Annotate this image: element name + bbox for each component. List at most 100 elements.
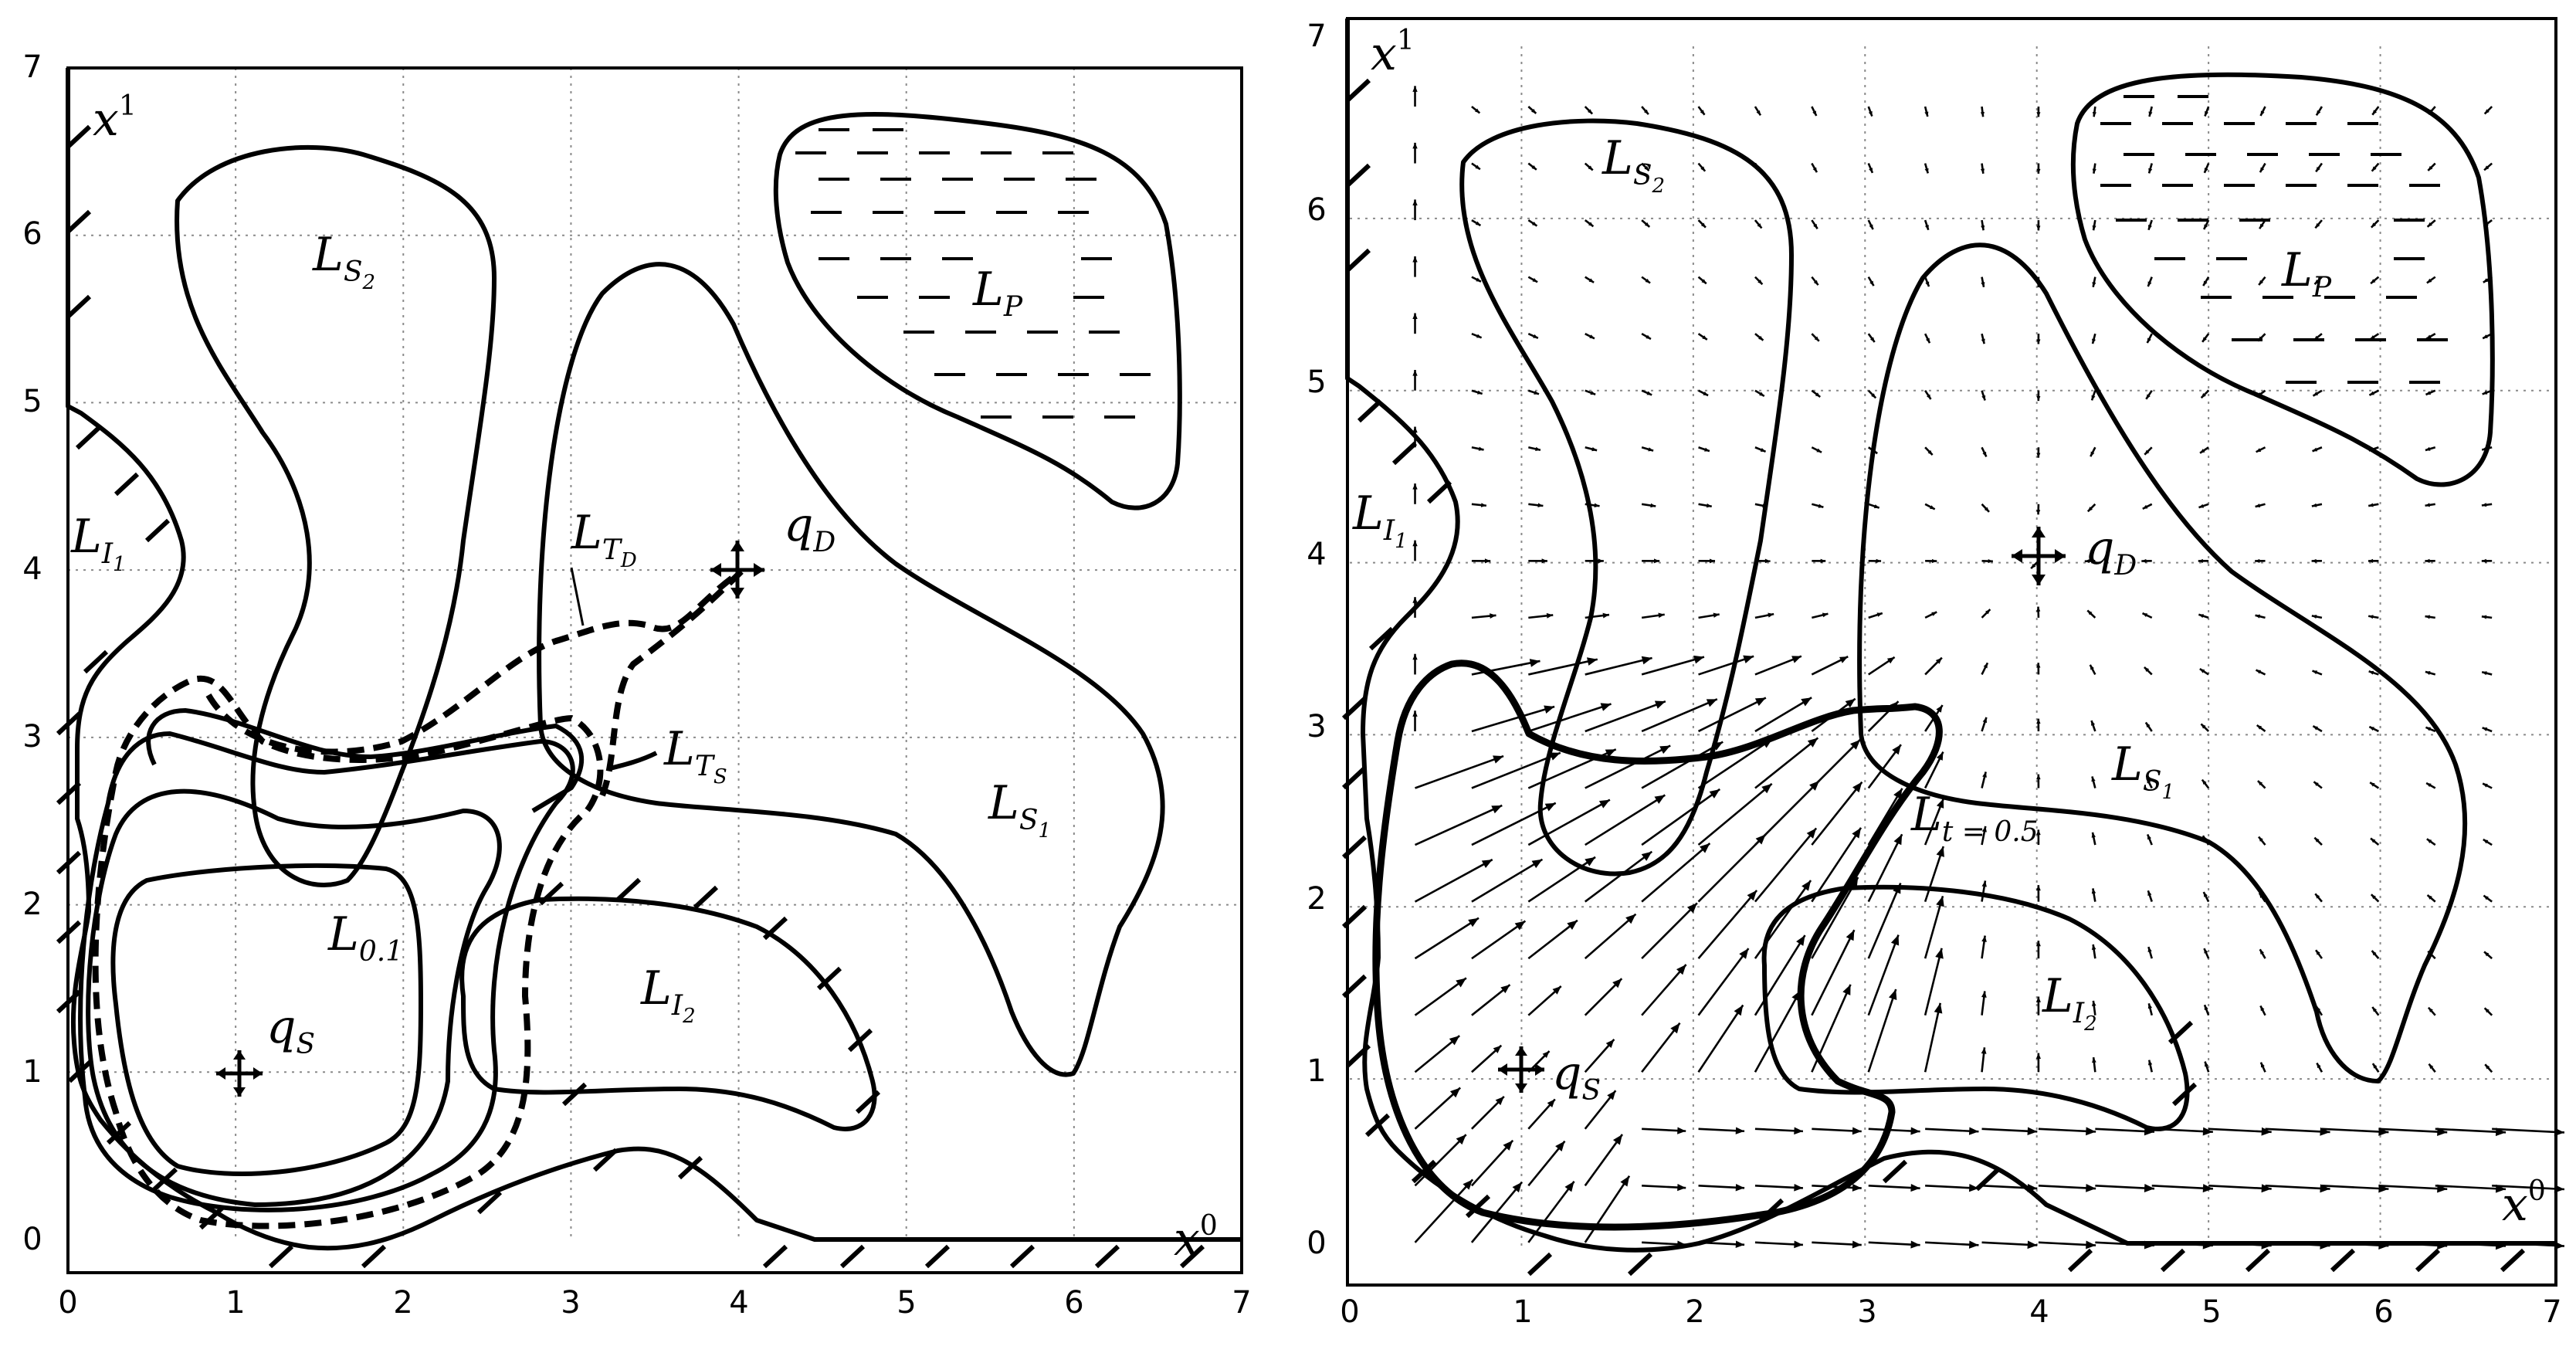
right-region-LI2 xyxy=(1761,884,2190,1131)
vector-arrow-head xyxy=(2483,278,2489,283)
right-label-Lt: Lt = 0.5 xyxy=(1910,788,2039,848)
vector-arrow-head xyxy=(2147,337,2151,344)
vector-arrow-head xyxy=(1412,540,1418,547)
vector-arrow-head xyxy=(2027,1127,2038,1136)
vector-arrow xyxy=(2378,1185,2448,1191)
vector-arrow xyxy=(2151,1185,2213,1190)
vector-arrow-head xyxy=(2481,558,2486,563)
vector-arrow-head xyxy=(1700,110,1705,115)
left-xtick-1: 1 xyxy=(225,1285,245,1321)
right-panel: 0 1 2 3 4 5 6 7 0 1 2 3 4 5 6 7 x1 x0 LS xyxy=(1307,17,2565,1330)
vector-arrow-head xyxy=(1816,448,1822,453)
vector-arrow xyxy=(1697,1004,1744,1073)
vector-arrow-head xyxy=(1931,612,1937,616)
right-label-LS1: LS1 xyxy=(2111,738,2174,804)
vector-arrow-head xyxy=(2372,1007,2377,1012)
left-y-tick-labels: 0 1 2 3 4 5 6 7 xyxy=(22,49,42,1257)
vector-arrow-head xyxy=(1982,717,1988,724)
right-hatch-marks xyxy=(1341,78,2526,1277)
vector-arrow-head xyxy=(1982,771,1987,778)
right-xtick-3: 3 xyxy=(1857,1294,1876,1330)
vector-arrow-head xyxy=(1588,165,1593,171)
right-ytick-5: 5 xyxy=(1307,365,1326,400)
left-LTS-pointer xyxy=(609,751,658,771)
vector-arrow-head xyxy=(2371,894,2376,900)
vector-arrow-head xyxy=(1704,447,1710,452)
right-region-LS1 xyxy=(1857,242,2468,1083)
vector-arrow-head xyxy=(1743,655,1754,664)
vector-arrow-head xyxy=(2426,278,2432,283)
vector-arrow-head xyxy=(2204,948,2208,954)
vector-arrow-head xyxy=(1760,448,1766,452)
vector-arrow-head xyxy=(1677,1127,1686,1134)
vector-arrow-head xyxy=(1886,656,1895,664)
right-y-tick-labels: 0 1 2 3 4 5 6 7 xyxy=(1307,19,1326,1261)
vector-arrow-head xyxy=(2036,339,2041,344)
vector-arrow-head xyxy=(2036,226,2041,231)
vector-arrow-head xyxy=(2086,1127,2096,1136)
vector-arrow xyxy=(2265,1185,2330,1190)
vector-arrow-head xyxy=(1587,657,1598,666)
vector-arrow-head xyxy=(2144,449,2150,455)
vector-arrow-head xyxy=(1412,142,1418,149)
vector-arrow xyxy=(1471,858,1544,903)
vector-arrow xyxy=(2492,1185,2565,1191)
vector-arrow xyxy=(1414,858,1493,903)
vector-arrow-head xyxy=(1845,698,1856,708)
vector-arrow-head xyxy=(2315,223,2320,229)
vector-arrow-head xyxy=(2554,1128,2564,1137)
vector-arrow-head xyxy=(1693,655,1704,664)
vector-arrow xyxy=(1811,929,1856,1016)
left-plot-frame xyxy=(66,66,1243,1274)
vector-arrow-head xyxy=(1981,935,1987,942)
vector-arrow xyxy=(1867,882,1902,959)
right-region-LS2 xyxy=(1459,118,1794,877)
vector-arrow xyxy=(1754,697,1812,733)
vector-arrow-head xyxy=(2483,895,2489,900)
vector-arrow-head xyxy=(2205,1061,2208,1067)
vector-arrow-head xyxy=(2372,1063,2378,1069)
right-plot-frame xyxy=(1346,17,2557,1287)
vector-arrow xyxy=(1415,754,1504,789)
left-ytick-3: 3 xyxy=(22,719,42,754)
right-source-marker xyxy=(1498,1046,1544,1093)
vector-arrow-head xyxy=(2200,449,2205,453)
vector-arrow-head xyxy=(2484,951,2490,957)
right-xtick-7: 7 xyxy=(2542,1294,2561,1330)
vector-arrow-head xyxy=(1852,782,1863,793)
left-LTD-pointer xyxy=(570,567,585,626)
vector-arrow-head xyxy=(2203,892,2208,897)
left-xtick-3: 3 xyxy=(561,1285,580,1321)
vector-arrow xyxy=(1527,919,1578,960)
vector-arrow-head xyxy=(1754,697,1766,707)
vector-arrow-head xyxy=(2147,225,2152,230)
vector-arrow-head xyxy=(1930,505,1935,510)
vector-arrow-head xyxy=(1531,859,1543,869)
right-y-axis-label: x1 xyxy=(1371,25,1415,81)
vector-arrow-head xyxy=(2483,783,2488,788)
left-xtick-5: 5 xyxy=(897,1285,916,1321)
vector-arrow-head xyxy=(1806,828,1817,839)
vector-arrow-head xyxy=(1476,334,1482,338)
left-label-qD: qD xyxy=(784,498,836,558)
left-destination-marker xyxy=(710,541,764,599)
vector-arrow-head xyxy=(2554,1184,2564,1193)
vector-arrow xyxy=(1811,877,1859,959)
vector-arrow-head xyxy=(2147,1003,2152,1009)
vector-arrow-head xyxy=(1892,744,1901,755)
vector-arrow-head xyxy=(2315,894,2320,899)
vector-arrow-head xyxy=(1549,752,1561,761)
vector-arrow-head xyxy=(2482,727,2488,731)
vector-arrow xyxy=(1754,780,1820,846)
vector-arrow xyxy=(1641,843,1711,903)
vector-arrow-head xyxy=(1794,1184,1803,1192)
vector-arrow-head xyxy=(2147,834,2151,840)
vector-arrow-head xyxy=(2204,168,2208,173)
left-contour-4 xyxy=(146,708,584,813)
vector-arrow-head xyxy=(2086,1240,2096,1250)
vector-arrow-head xyxy=(2092,282,2096,287)
vector-arrow-head xyxy=(1412,597,1418,603)
vector-arrow-head xyxy=(1839,656,1849,663)
vector-arrow-head xyxy=(2035,941,2041,947)
vector-arrow-head xyxy=(1478,446,1484,451)
